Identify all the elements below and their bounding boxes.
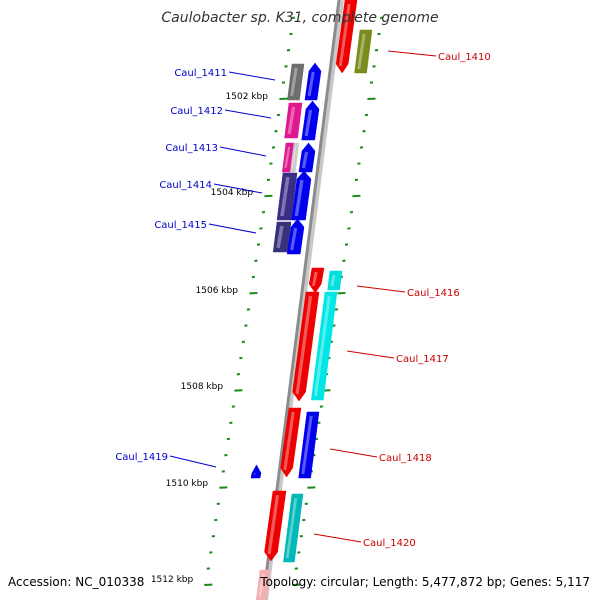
- gene-label-caul-1416: Caul_1416: [407, 288, 460, 299]
- gene-caul-1417-cog-shine: [314, 295, 331, 397]
- leader-line-caul-1418: [329, 448, 378, 458]
- gene-caul-1413-arrow: [298, 142, 316, 173]
- gene-caul-1413-cog-b: [290, 142, 300, 173]
- gene-caul-1417-cog: [311, 291, 338, 401]
- gene-caul-1415-arrow-shine: [290, 227, 298, 251]
- scale-label: 1510 kbp: [166, 479, 209, 489]
- gene-caul-1410-arrow: [335, 0, 358, 74]
- gene-caul-1420-cog-shine: [285, 497, 298, 559]
- leader-line-caul-1416: [356, 285, 406, 293]
- gene-caul-1411-arrow-shine: [307, 71, 315, 97]
- gene-label-caul-1419: Caul_1419: [115, 452, 168, 463]
- gene-caul-1413-arrow-shine: [301, 151, 309, 169]
- leader-line-caul-1414: [213, 183, 263, 194]
- gene-caul-1418-cog: [298, 411, 320, 479]
- gene-caul-1412-cog-shine: [287, 106, 296, 135]
- gene-caul-1413-cog-b-shine: [291, 146, 297, 169]
- gene-label-caul-1418: Caul_1418: [379, 453, 432, 464]
- leader-line-caul-1412: [224, 109, 272, 119]
- gene-caul-1415-arrow: [286, 218, 305, 255]
- gene-label-caul-1415: Caul_1415: [154, 220, 207, 231]
- gene-caul-1418-arrow: [280, 407, 302, 478]
- gene-caul-1411-cog-shine: [290, 67, 298, 97]
- leader-line-caul-1411: [228, 71, 276, 81]
- gene-caul-1410-cog-shine: [357, 33, 366, 70]
- gene-caul-1415-cog-shine: [276, 225, 284, 249]
- gene-caul-1411-arrow: [304, 62, 322, 101]
- scale-label: 1512 kbp: [151, 575, 194, 585]
- leader-line-caul-1420: [313, 533, 362, 543]
- gene-label-caul-1411: Caul_1411: [174, 68, 227, 79]
- gene-label-caul-1412: Caul_1412: [170, 106, 223, 117]
- gene-caul-1410-cog: [354, 29, 373, 74]
- gene-caul-1414-cog-shine: [280, 176, 290, 217]
- gene-caul-1412-arrow: [301, 100, 320, 141]
- gene-caul-1416-arrow-shine: [311, 271, 318, 287]
- gene-caul-1413-cog-a-shine: [284, 146, 291, 169]
- genome-stats-label: Topology: circular; Length: 5,477,872 bp…: [260, 575, 590, 589]
- scale-label: 1504 kbp: [211, 188, 254, 198]
- map-title: Caulobacter sp. K31, complete genome: [161, 10, 439, 26]
- gene-caul-1419-arrow: [250, 464, 262, 479]
- gene-caul-1420-arrow: [264, 490, 287, 562]
- gene-caul-1410-arrow-shine: [338, 3, 351, 67]
- gene-label-caul-1420: Caul_1420: [363, 538, 416, 549]
- scale-label: 1508 kbp: [181, 382, 224, 392]
- gene-label-caul-1410: Caul_1410: [438, 52, 491, 63]
- gene-label-caul-1414: Caul_1414: [159, 180, 212, 191]
- scale-label: 1502 kbp: [226, 92, 269, 102]
- leader-line-caul-1415: [208, 223, 257, 234]
- gene-caul-1418-cog-shine: [301, 415, 313, 475]
- gene-caul-1417-arrow-shine: [295, 295, 313, 395]
- gene-next-arrow: [255, 569, 271, 600]
- gene-caul-1414-cog: [276, 172, 298, 221]
- gene-caul-1414-arrow-shine: [294, 179, 304, 217]
- accession-label: Accession: NC_010338: [8, 575, 145, 589]
- scale-label: 1506 kbp: [196, 286, 239, 296]
- gene-label-caul-1413: Caul_1413: [165, 143, 218, 154]
- gene-caul-1412-arrow-shine: [304, 109, 313, 137]
- gene-caul-1416-cog-shine: [330, 274, 336, 287]
- gene-caul-1420-arrow-shine: [267, 494, 280, 555]
- leader-line-caul-1419: [169, 455, 217, 468]
- gene-caul-1415-cog: [272, 221, 292, 253]
- gene-label-caul-1417: Caul_1417: [396, 354, 449, 365]
- gene-caul-1416-cog: [327, 270, 343, 291]
- gene-caul-1416-arrow: [308, 267, 325, 294]
- leader-line-caul-1417: [346, 350, 395, 359]
- leader-line-caul-1413: [219, 146, 267, 157]
- gene-caul-1417-arrow: [292, 291, 320, 402]
- gene-caul-1420-cog: [283, 493, 304, 563]
- leader-line-caul-1410: [387, 50, 437, 57]
- gene-caul-1412-cog: [284, 102, 303, 139]
- gene-caul-1411-cog: [287, 63, 305, 101]
- gene-caul-1418-arrow-shine: [283, 411, 295, 471]
- gene-next-arrow-shine: [258, 573, 265, 597]
